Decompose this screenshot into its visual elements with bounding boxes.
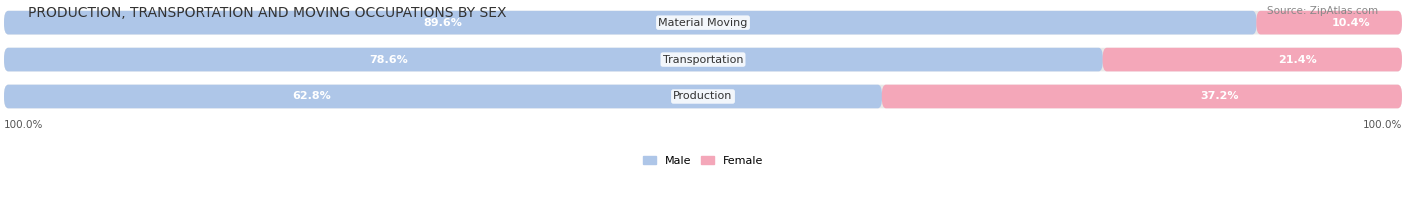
- FancyBboxPatch shape: [4, 11, 1402, 34]
- FancyBboxPatch shape: [882, 85, 1402, 108]
- Text: 62.8%: 62.8%: [292, 91, 330, 101]
- FancyBboxPatch shape: [1257, 11, 1402, 34]
- FancyBboxPatch shape: [4, 85, 882, 108]
- Text: 37.2%: 37.2%: [1201, 91, 1239, 101]
- Text: 100.0%: 100.0%: [4, 121, 44, 130]
- Text: Material Moving: Material Moving: [658, 18, 748, 28]
- Legend: Male, Female: Male, Female: [638, 151, 768, 170]
- Text: PRODUCTION, TRANSPORTATION AND MOVING OCCUPATIONS BY SEX: PRODUCTION, TRANSPORTATION AND MOVING OC…: [28, 6, 506, 20]
- FancyBboxPatch shape: [4, 48, 1102, 71]
- Text: Production: Production: [673, 91, 733, 101]
- FancyBboxPatch shape: [4, 48, 1402, 71]
- Text: 21.4%: 21.4%: [1278, 55, 1316, 65]
- FancyBboxPatch shape: [4, 85, 1402, 108]
- Text: 100.0%: 100.0%: [1362, 121, 1402, 130]
- Text: 10.4%: 10.4%: [1331, 18, 1371, 28]
- FancyBboxPatch shape: [4, 11, 1257, 34]
- Text: 78.6%: 78.6%: [370, 55, 408, 65]
- FancyBboxPatch shape: [1102, 48, 1402, 71]
- Text: Transportation: Transportation: [662, 55, 744, 65]
- Text: 89.6%: 89.6%: [423, 18, 463, 28]
- Text: Source: ZipAtlas.com: Source: ZipAtlas.com: [1267, 6, 1378, 16]
